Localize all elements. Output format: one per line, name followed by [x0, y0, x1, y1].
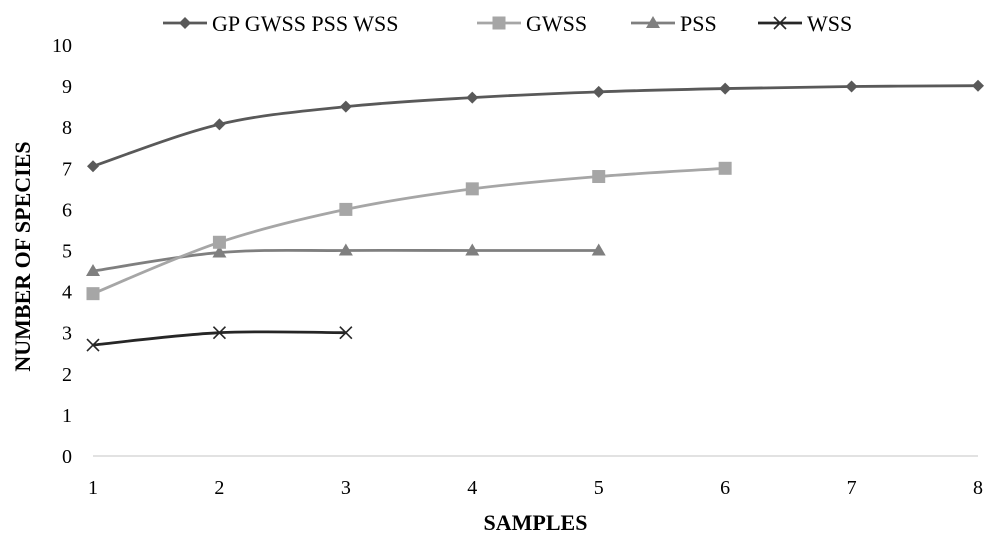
data-point-marker — [213, 118, 226, 131]
y-tick-label: 1 — [62, 405, 72, 427]
data-point-marker — [86, 338, 100, 352]
x-tick-label: 5 — [594, 477, 604, 499]
legend-label: PSS — [680, 11, 717, 36]
legend-label: GP GWSS PSS WSS — [212, 11, 398, 36]
data-point-marker — [338, 243, 353, 256]
legend-item: GP GWSS PSS WSS — [163, 11, 398, 36]
data-point-marker — [592, 170, 606, 184]
legend-item: WSS — [758, 11, 852, 36]
y-tick-label: 7 — [62, 158, 72, 180]
legend-item: PSS — [631, 11, 717, 36]
y-tick-label: 5 — [62, 241, 72, 263]
series-markers — [86, 79, 984, 352]
data-point-marker — [591, 243, 606, 256]
series-line — [92, 84, 979, 168]
legend-item: GWSS — [477, 11, 587, 36]
x-tick-label: 7 — [847, 477, 857, 499]
x-axis-title: SAMPLES — [484, 510, 588, 535]
y-tick-label: 9 — [62, 76, 72, 98]
x-tick-label: 3 — [341, 477, 351, 499]
y-tick-label: 3 — [62, 323, 72, 345]
data-point-marker — [86, 264, 100, 277]
data-point-marker — [339, 202, 353, 216]
data-point-marker — [212, 235, 226, 249]
series-line — [92, 166, 726, 295]
data-point-marker — [87, 160, 99, 173]
legend-marker-icon — [646, 16, 660, 28]
y-axis-tick-labels: 0 1 2 3 4 5 6 7 8 9 10 — [52, 35, 72, 468]
legend-label: GWSS — [526, 11, 587, 36]
y-tick-label: 8 — [62, 117, 72, 139]
y-axis-title: NUMBER OF SPECIES — [10, 141, 35, 371]
series-lines — [92, 84, 979, 347]
legend: GP GWSS PSS WSS GWSS PSS WSS — [163, 11, 852, 36]
data-point-marker — [465, 243, 480, 256]
data-point-marker — [466, 91, 479, 104]
data-point-marker — [592, 85, 605, 98]
x-tick-label: 8 — [973, 477, 983, 499]
x-axis-tick-labels: 1 2 3 4 5 6 7 8 — [88, 477, 983, 499]
data-point-marker — [339, 326, 353, 340]
data-point-marker — [719, 82, 732, 95]
x-tick-label: 2 — [214, 477, 224, 499]
data-point-marker — [465, 182, 479, 196]
legend-label: WSS — [807, 11, 852, 36]
x-tick-label: 4 — [467, 477, 477, 499]
y-tick-label: 6 — [62, 199, 72, 221]
y-tick-label: 10 — [52, 35, 72, 57]
data-point-marker — [212, 245, 227, 258]
legend-marker-icon — [773, 16, 787, 30]
x-tick-label: 1 — [88, 477, 98, 499]
y-tick-label: 0 — [62, 446, 72, 468]
y-tick-label: 2 — [62, 364, 72, 386]
data-point-marker — [212, 326, 226, 340]
data-point-marker — [86, 287, 100, 301]
legend-marker-icon — [179, 17, 191, 29]
data-point-marker — [845, 80, 858, 93]
legend-marker-icon — [492, 16, 506, 30]
x-tick-label: 6 — [720, 477, 730, 499]
y-tick-label: 4 — [62, 282, 72, 304]
data-point-marker — [972, 79, 984, 92]
data-point-marker — [339, 100, 352, 113]
data-point-marker — [718, 161, 732, 175]
